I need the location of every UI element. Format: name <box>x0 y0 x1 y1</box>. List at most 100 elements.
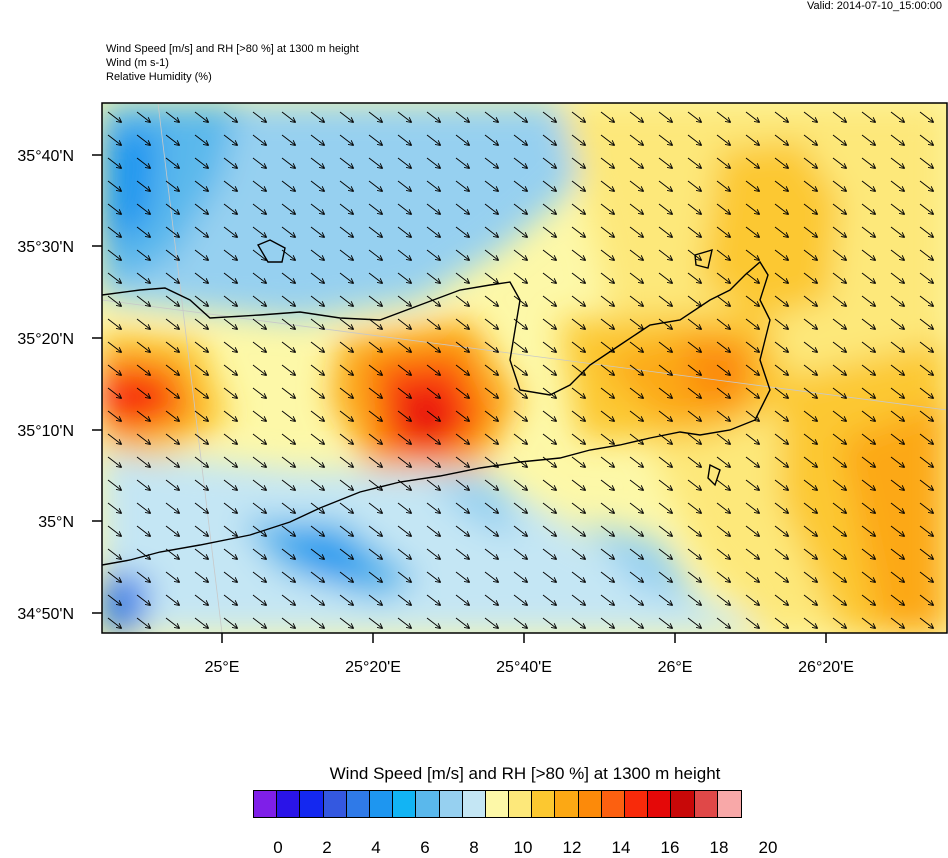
colorbar-swatch <box>462 791 486 817</box>
wind-arrow <box>165 203 179 214</box>
colorbar-tick: 10 <box>513 838 533 857</box>
wind-arrow <box>919 525 933 536</box>
wind-arrow <box>165 525 179 536</box>
wind-arrow <box>658 226 672 237</box>
wind-arrow <box>397 364 411 375</box>
wind-arrow <box>542 111 556 122</box>
wind-arrow <box>542 387 556 398</box>
wind-arrow <box>426 571 440 582</box>
wind-arrow <box>339 249 353 260</box>
wind-arrow <box>194 318 208 329</box>
wind-arrow <box>223 479 237 490</box>
wind-arrow <box>890 226 904 237</box>
wind-arrow <box>803 272 817 283</box>
wind-arrow <box>629 295 643 306</box>
wind-arrow <box>513 249 527 260</box>
map-titles: Wind Speed [m/s] and RH [>80 %] at 1300 … <box>106 42 359 84</box>
wind-arrow <box>368 111 382 122</box>
wind-arrow <box>194 617 208 628</box>
wind-arrow <box>339 111 353 122</box>
wind-arrow <box>832 272 846 283</box>
wind-arrow <box>919 387 933 398</box>
wind-arrow <box>832 548 846 559</box>
wind-arrow <box>165 295 179 306</box>
wind-arrow <box>455 617 469 628</box>
wind-arrow <box>803 249 817 260</box>
wind-arrow <box>310 410 324 421</box>
wind-arrow <box>600 249 614 260</box>
wind-arrow <box>658 318 672 329</box>
wind-arrow <box>136 502 150 513</box>
wind-arrow <box>455 203 469 214</box>
wind-arrow <box>252 203 266 214</box>
wind-arrow <box>832 571 846 582</box>
wind-arrow <box>658 157 672 168</box>
wind-arrow <box>339 387 353 398</box>
wind-arrow <box>368 341 382 352</box>
wind-arrow <box>658 203 672 214</box>
wind-arrow <box>513 479 527 490</box>
wind-arrow <box>629 410 643 421</box>
wind-arrow <box>310 387 324 398</box>
wind-arrow <box>107 364 121 375</box>
wind-arrow <box>252 571 266 582</box>
wind-arrow <box>223 226 237 237</box>
wind-arrow <box>368 180 382 191</box>
wind-arrow <box>861 433 875 444</box>
wind-arrow <box>774 180 788 191</box>
lat-label: 35°30'N <box>17 239 74 256</box>
wind-arrow <box>165 479 179 490</box>
wind-arrow <box>484 617 498 628</box>
wind-arrow <box>716 249 730 260</box>
wind-arrow <box>861 180 875 191</box>
wind-arrow <box>223 157 237 168</box>
wind-arrow <box>252 249 266 260</box>
wind-arrow <box>832 341 846 352</box>
wind-arrow <box>774 272 788 283</box>
wind-arrow <box>252 295 266 306</box>
wind-arrow <box>165 387 179 398</box>
wind-arrow <box>165 157 179 168</box>
wind-arrow <box>426 226 440 237</box>
wind-arrow <box>339 456 353 467</box>
wind-arrow <box>223 433 237 444</box>
wind-arrow <box>107 594 121 605</box>
wind-arrow <box>426 617 440 628</box>
wind-arrow <box>542 226 556 237</box>
wind-arrow <box>455 548 469 559</box>
wind-arrow <box>310 318 324 329</box>
wind-arrow <box>281 272 295 283</box>
wind-arrow <box>629 111 643 122</box>
wind-arrow <box>194 433 208 444</box>
lat-label: 34°50'N <box>17 606 74 623</box>
wind-arrow <box>513 502 527 513</box>
wind-arrow <box>397 433 411 444</box>
wind-arrow <box>861 272 875 283</box>
wind-arrow <box>629 479 643 490</box>
wind-arrow <box>861 226 875 237</box>
wind-arrow <box>252 272 266 283</box>
colorbar-swatch <box>323 791 347 817</box>
wind-arrow <box>426 479 440 490</box>
wind-arrow <box>165 456 179 467</box>
wind-arrow <box>629 594 643 605</box>
wind-arrow <box>484 318 498 329</box>
wind-arrow <box>571 594 585 605</box>
wind-arrow <box>658 594 672 605</box>
wind-arrow <box>310 617 324 628</box>
wind-arrow <box>513 548 527 559</box>
wind-arrow <box>658 249 672 260</box>
wind-arrow <box>426 548 440 559</box>
wind-arrow <box>194 387 208 398</box>
wind-arrow <box>513 571 527 582</box>
wind-arrow <box>774 594 788 605</box>
wind-arrow <box>861 318 875 329</box>
wind-arrow <box>629 548 643 559</box>
wind-arrow <box>339 364 353 375</box>
wind-arrow <box>484 249 498 260</box>
wind-arrow <box>629 387 643 398</box>
wind-arrow <box>716 157 730 168</box>
wind-arrow <box>194 272 208 283</box>
wind-arrow <box>919 410 933 421</box>
wind-arrow <box>658 617 672 628</box>
